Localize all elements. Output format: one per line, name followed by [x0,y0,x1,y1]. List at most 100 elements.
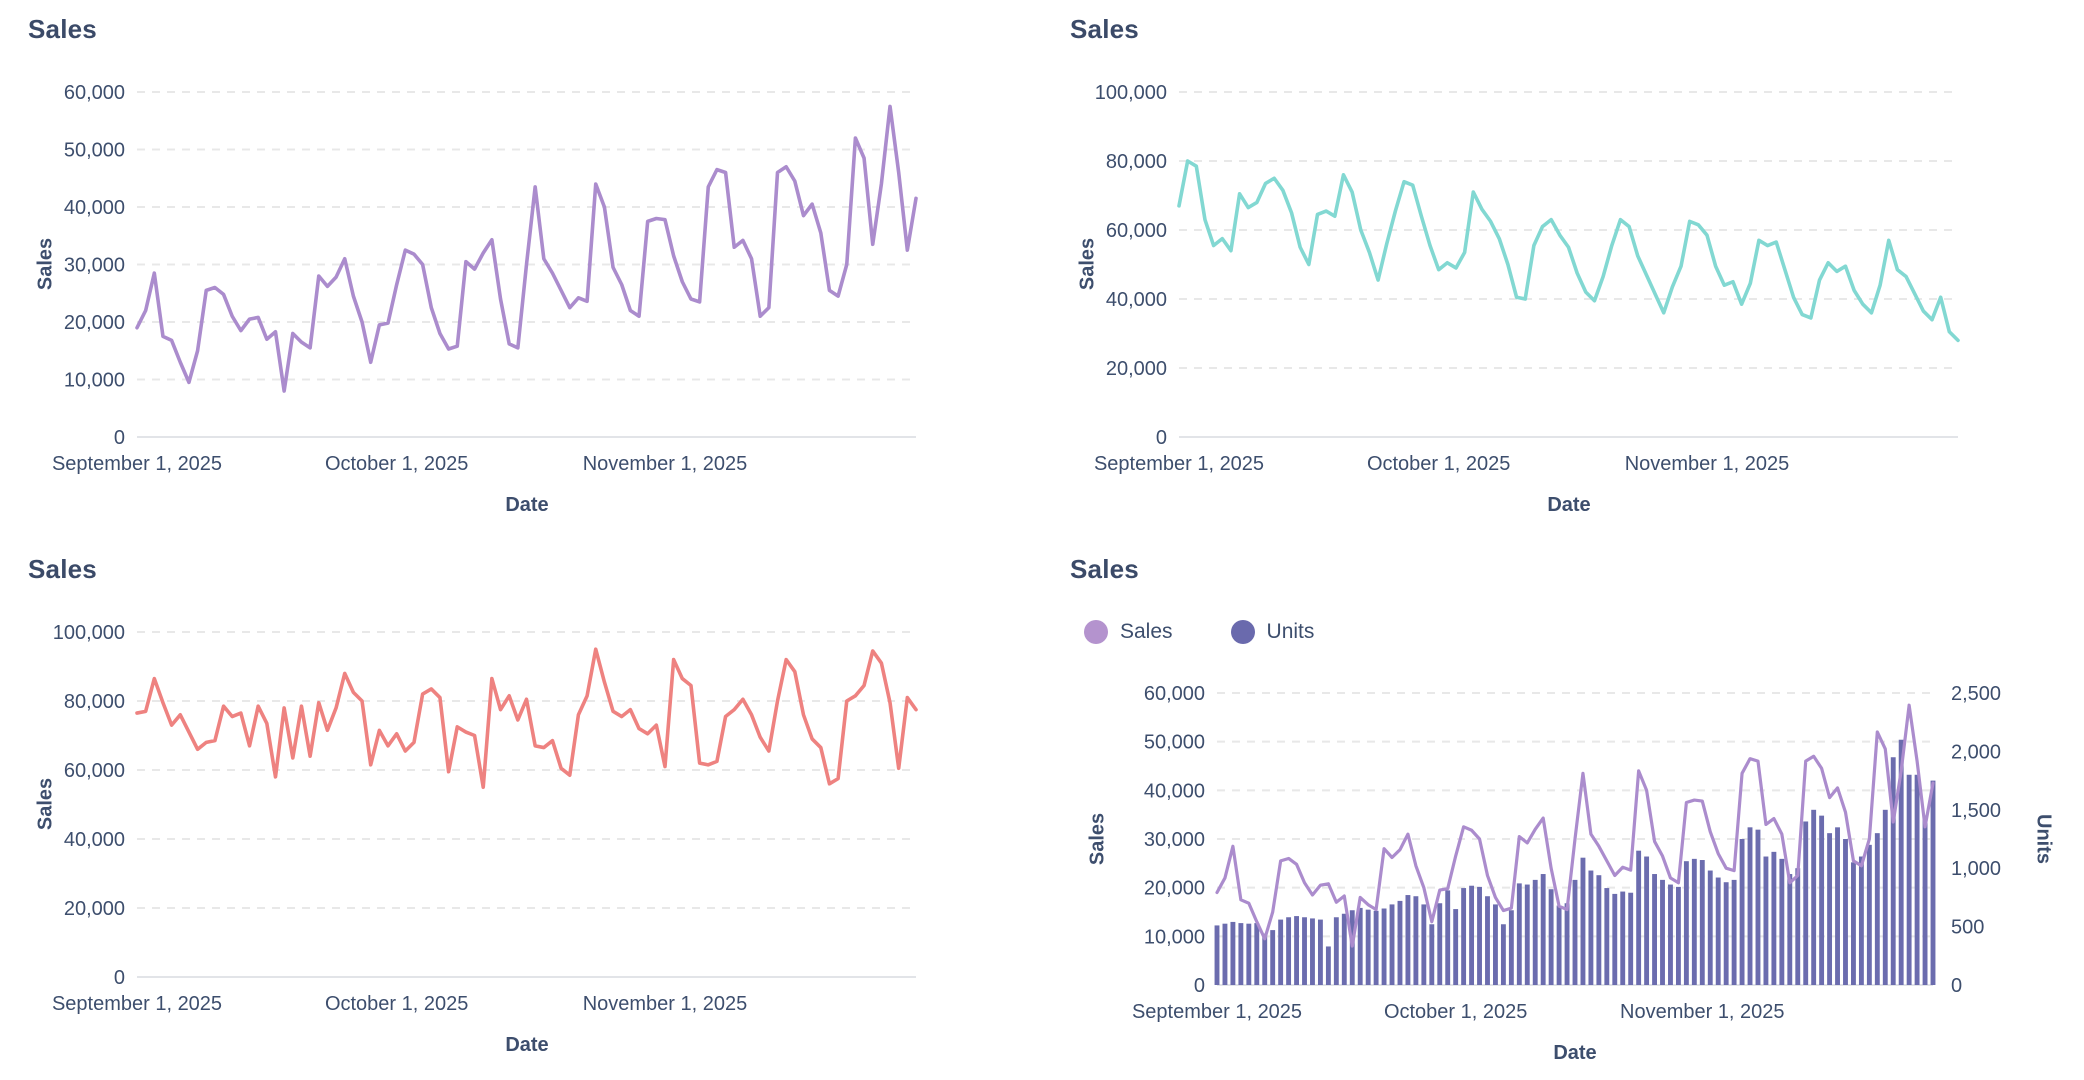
units-bar [1890,757,1896,985]
y-axis-title: Sales [34,777,57,831]
units-bar [1540,874,1546,985]
sales-series-line [135,104,918,393]
y-tick-label-right: 1,000 [1951,858,2001,880]
y-tick-label: 0 [1156,427,1167,449]
units-bar [1365,909,1371,985]
units-bar [1214,925,1220,985]
y-axis-title-left: Sales [1086,812,1109,866]
chart-panel-sales-trend-up: Sales 0 10,000 20,000 30,000 40,000 50,000 60,… [0,0,1042,540]
units-bar [1843,839,1848,985]
units-bar [1389,904,1395,985]
units-bar [1628,892,1634,985]
y-tick-label: 30,000 [1144,829,1205,851]
units-bar [1461,888,1467,985]
chart-panel-sales-stationary: Sales 0 20,000 40,000 60,000 80,000 100,000 Se… [0,540,1042,1080]
units-bar [1851,862,1856,985]
units-bar [1691,858,1697,985]
units-bar [1803,821,1809,985]
units-bar [1683,861,1689,985]
units-bar [1588,870,1594,985]
units-bar [1477,886,1482,985]
x-tick-label: October 1, 2025 [325,993,468,1015]
units-bar [1437,903,1443,985]
y-tick-label-right: 1,500 [1951,800,2001,822]
y-tick-label: 20,000 [1106,358,1167,380]
x-tick-label: September 1, 2025 [1132,1001,1302,1023]
x-tick-label: September 1, 2025 [1094,453,1264,475]
units-bar [1485,896,1490,985]
units-bar [1874,833,1880,985]
units-bar [1819,815,1825,985]
y-axis-title: Sales [1076,237,1099,291]
units-bar [1238,923,1244,985]
x-axis-title: Date [505,494,549,516]
y-tick-label: 20,000 [64,312,125,334]
units-bar [1373,910,1379,985]
units-bar [1882,809,1888,985]
units-bar [1429,924,1435,985]
units-bar [1675,886,1681,985]
units-bar [1421,904,1427,985]
y-tick-label: 50,000 [1144,732,1205,754]
units-bar [1779,858,1785,985]
y-tick-label: 80,000 [1106,151,1167,173]
legend-item-units: Units [1230,620,1314,644]
y-tick-label-right: 2,000 [1951,741,2001,763]
units-bar [1858,856,1864,985]
x-axis-title: Date [1553,1042,1597,1064]
sales-series-line [1215,703,1935,948]
units-bar [1445,890,1451,985]
chart-title: Sales [28,14,97,44]
chart-title: Sales [1070,554,1139,584]
units-bar [1660,879,1665,985]
y-tick-label: 40,000 [64,829,125,851]
y-tick-label: 80,000 [64,691,125,713]
units-bar [1699,860,1705,985]
units-bar [1222,923,1228,985]
units-bar [1795,868,1801,985]
units-bar [1564,903,1570,985]
units-bar [1516,883,1522,985]
x-tick-label: November 1, 2025 [583,993,748,1015]
y-tick-label: 100,000 [1095,82,1167,104]
units-bar [1500,924,1506,985]
units-bar [1715,877,1721,985]
chart-panel-sales-units-combo: Sales Sales Units 0 10,000 20,000 30,000 40,… [1042,540,2084,1080]
units-bar [1771,851,1777,985]
y-tick-label: 20,000 [1144,878,1205,900]
units-bar [1930,780,1936,985]
y-tick-label: 60,000 [64,82,125,104]
units-bar [1755,829,1761,985]
units-bar [1906,774,1912,985]
sales-series-line [135,647,918,790]
units-bar [1652,874,1657,985]
units-bar [1914,774,1920,985]
x-tick-label: October 1, 2025 [1384,1001,1527,1023]
y-tick-label-right: 0 [1951,975,1962,997]
y-tick-label: 40,000 [1106,289,1167,311]
units-bar [1548,889,1554,985]
x-tick-label: September 1, 2025 [52,453,222,475]
x-axis-title: Date [505,1034,549,1056]
units-bar [1620,891,1626,985]
y-tick-label: 60,000 [1144,683,1205,705]
chart-title: Sales [28,554,97,584]
units-bar [1469,885,1475,985]
sales-stationary-line-chart: 0 20,000 40,000 60,000 80,000 100,000 Septembe… [52,622,918,1015]
units-bar [1707,870,1713,985]
sales-legend-swatch-icon [1084,620,1108,644]
y-tick-label: 0 [114,967,125,989]
units-bar [1644,856,1650,985]
y-tick-label: 30,000 [64,255,125,277]
x-tick-label: October 1, 2025 [325,453,468,475]
sales-trend-up-line-chart: 0 10,000 20,000 30,000 40,000 50,000 60,000 Sep… [52,82,918,475]
chart-panel-sales-trend-down: Sales 0 20,000 40,000 60,000 80,000 100,000 Se… [1042,0,2084,540]
units-bar [1835,827,1840,985]
y-tick-label: 40,000 [1144,780,1205,802]
units-bar [1270,930,1276,985]
units-bar [1278,919,1284,985]
units-bar [1556,905,1562,985]
legend-item-sales: Sales [1084,620,1173,644]
y-tick-label: 0 [114,427,125,449]
chart-legend: Sales Units [1084,620,1314,644]
